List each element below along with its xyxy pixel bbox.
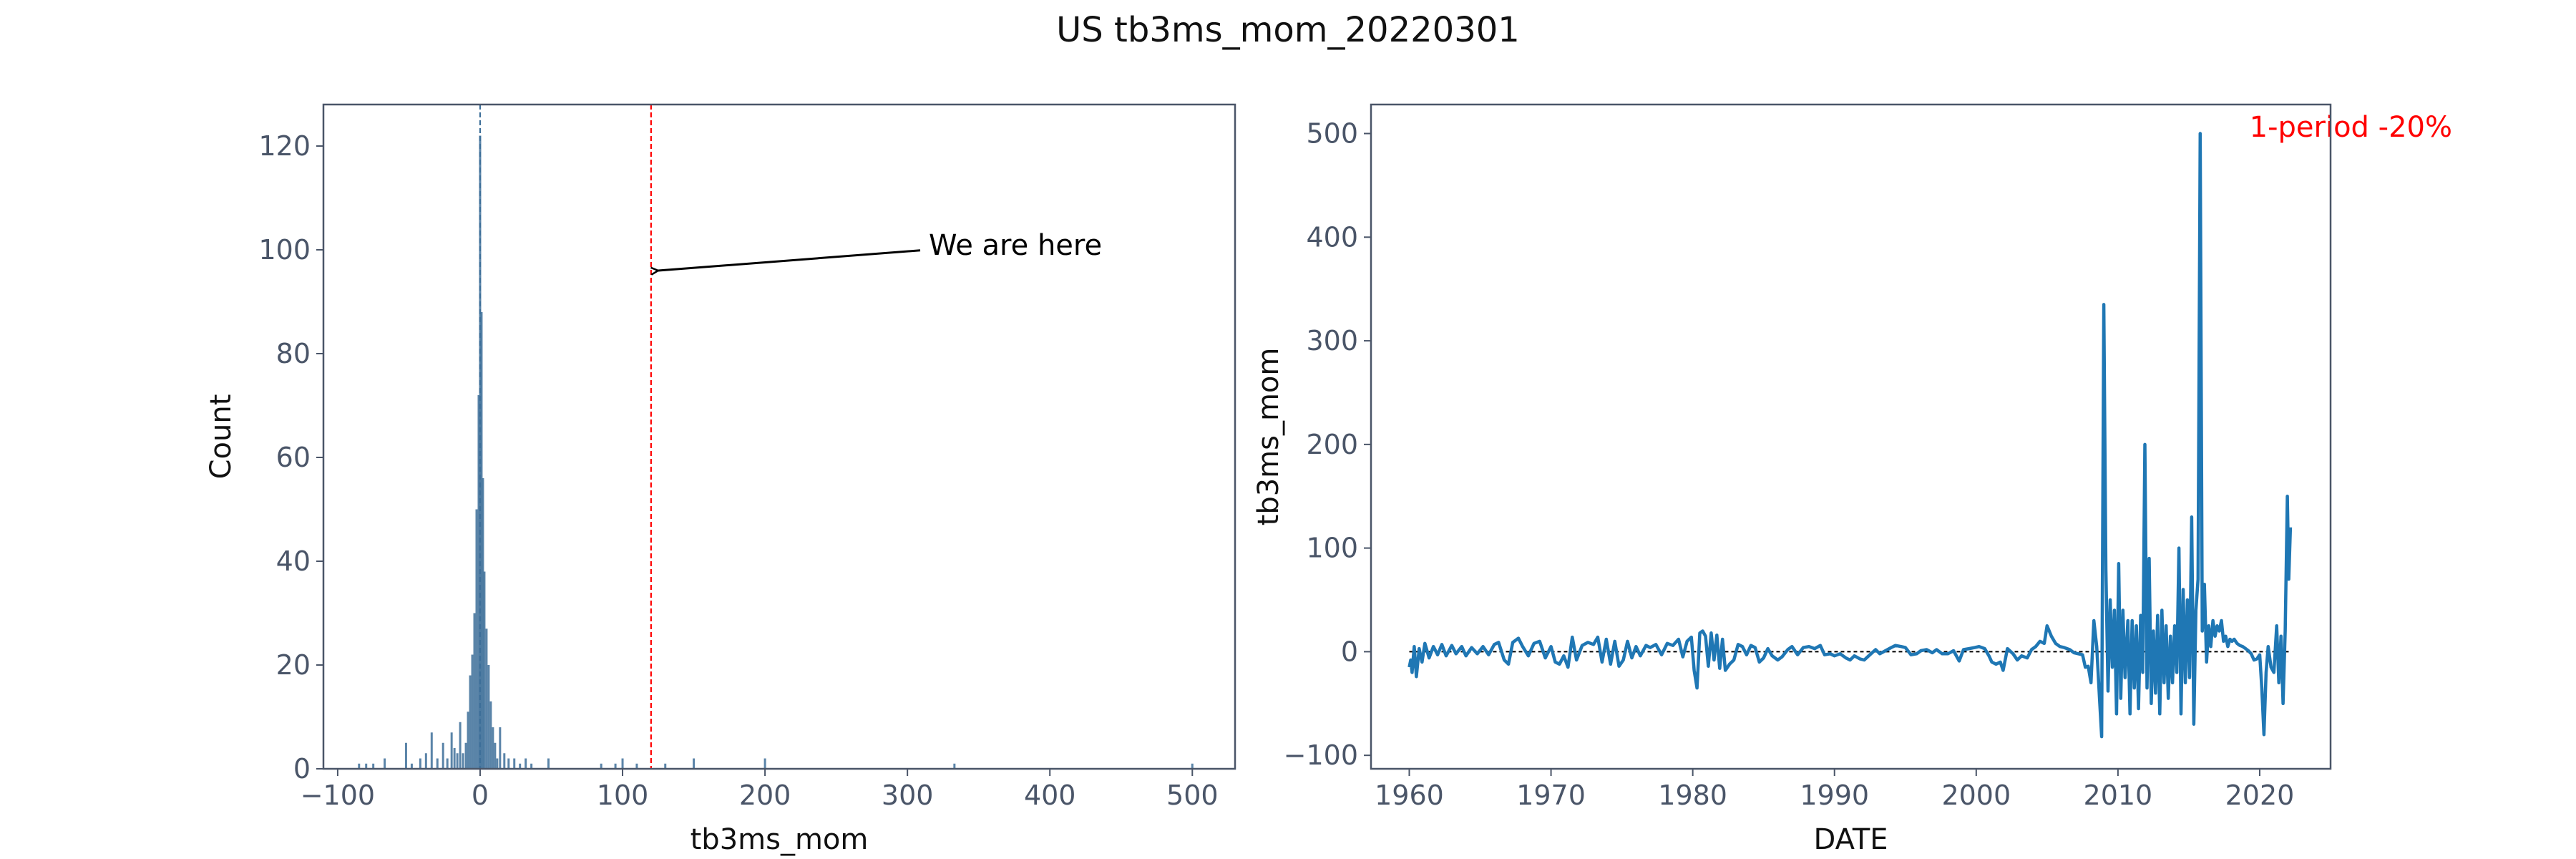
histogram-bar [763,758,766,769]
histogram-bar [430,732,433,769]
histogram-bar [477,395,480,769]
histogram-bar [424,753,427,769]
line-ytick-label: 300 [1306,325,1358,356]
hist-xlabel: tb3ms_mom [691,823,869,856]
histogram-bar [482,478,484,769]
hist-xtick-label: 500 [1166,780,1219,811]
line-ylabel: tb3ms_mom [1252,348,1285,526]
histogram-bar [410,763,413,769]
annotation-text: We are here [929,229,1102,262]
line-xtick-label: 2020 [2225,780,2295,811]
histogram-bar [485,629,488,769]
line-ytick-label: 200 [1306,429,1358,460]
annotation-arrow [658,249,921,271]
histogram-bar [507,758,510,769]
histogram-bar [483,571,486,769]
histogram-bar [475,509,478,769]
hist-xtick-label: 200 [739,780,791,811]
histogram-bar [469,675,472,769]
line-xtick-label: 1990 [1800,780,1869,811]
histogram-bar [480,312,483,769]
histogram-bar [614,763,617,769]
histogram-bar [419,758,421,769]
histogram-bar [519,763,522,769]
histogram-bar [600,763,602,769]
line-xtick-label: 2000 [1941,780,2011,811]
histogram-bar [513,758,516,769]
histogram-bar [664,763,667,769]
hist-xtick-label: 300 [882,780,934,811]
histogram-bar [464,742,467,769]
hist-ylabel: Count [205,394,238,480]
series-line [1407,132,2293,739]
histogram-bar [693,758,696,769]
hist-ytick-label: 80 [276,338,311,369]
period-change-annotation: 1-period -20% [2250,111,2452,144]
histogram-bar [635,763,638,769]
histogram-bar [462,753,464,769]
histogram-bar [365,763,368,769]
histogram-bar [487,665,490,769]
hist-ytick-label: 100 [258,234,311,266]
line-ytick-label: −100 [1284,739,1358,771]
line-ytick-label: 0 [1341,636,1358,667]
histogram-bar [459,722,462,769]
histogram-bar [404,742,407,769]
hist-ytick-label: 20 [276,649,311,681]
histogram-bar [453,748,456,769]
histogram-bar [1191,763,1194,769]
hist-xtick-label: −100 [301,780,375,811]
histogram-bar [441,742,444,769]
histogram-bar [473,613,476,769]
hist-xtick-label: 0 [472,780,489,811]
histogram-bar [621,758,624,769]
histogram-bar [494,742,497,769]
histogram-bar [953,763,956,769]
line-xtick-label: 1980 [1658,780,1727,811]
line-ytick-label: 100 [1306,533,1358,564]
figure-title: US tb3ms_mom_20220301 [1056,10,1520,50]
hist-ytick-label: 120 [258,130,311,162]
histogram-bar [450,732,453,769]
histogram-bar [530,763,533,769]
line-xtick-label: 1970 [1516,780,1586,811]
histogram-bar [503,753,506,769]
histogram-bar [467,712,469,769]
hist-axes-frame [322,103,1236,770]
histogram-bar [358,763,361,769]
line-xtick-label: 1960 [1375,780,1444,811]
histogram-bar [436,758,439,769]
histogram-bar [372,763,375,769]
histogram-bar [446,758,449,769]
line-ytick-label: 400 [1306,221,1358,253]
line-ytick-label: 500 [1306,118,1358,150]
histogram-bar [384,758,386,769]
line-xtick-label: 2010 [2084,780,2153,811]
histogram-bar [525,758,527,769]
histogram-bar [492,727,494,769]
line-xlabel: DATE [1813,823,1888,856]
hist-xtick-label: 100 [597,780,649,811]
hist-xtick-label: 400 [1024,780,1076,811]
hist-ytick-label: 0 [293,753,311,785]
histogram-bar [471,654,474,769]
histogram-bar [496,758,499,769]
hist-ytick-label: 60 [276,442,311,473]
line-axes-frame [1370,103,2332,770]
histogram-bar [456,753,459,769]
hist-ytick-label: 40 [276,545,311,577]
histogram-bar [547,758,550,769]
histogram-bar [499,727,502,769]
histogram-bar [489,701,492,769]
